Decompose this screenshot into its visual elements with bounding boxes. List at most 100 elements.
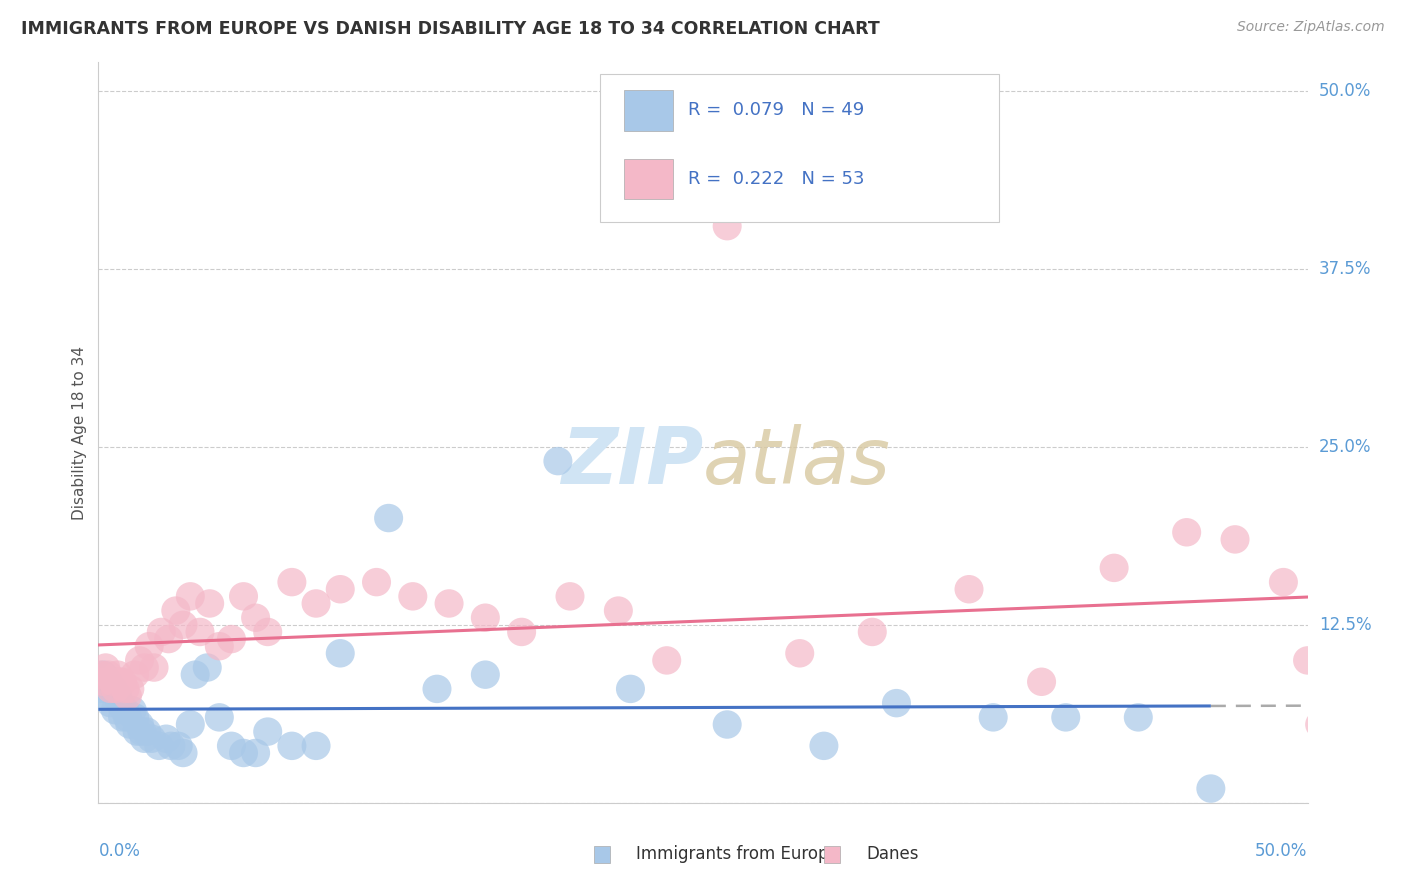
Ellipse shape (240, 739, 270, 767)
Ellipse shape (145, 731, 173, 760)
Ellipse shape (155, 624, 183, 653)
Ellipse shape (129, 653, 159, 681)
Ellipse shape (108, 667, 138, 696)
Ellipse shape (1294, 646, 1322, 674)
Text: 0.0%: 0.0% (98, 842, 141, 860)
Ellipse shape (1173, 518, 1201, 547)
Ellipse shape (103, 660, 132, 689)
Ellipse shape (105, 689, 135, 717)
Ellipse shape (176, 582, 205, 611)
Ellipse shape (955, 575, 984, 604)
Ellipse shape (112, 681, 142, 710)
Ellipse shape (111, 674, 139, 703)
Ellipse shape (1052, 703, 1080, 731)
Ellipse shape (125, 710, 155, 739)
Ellipse shape (163, 731, 193, 760)
Ellipse shape (1099, 554, 1129, 582)
Ellipse shape (138, 724, 166, 753)
FancyBboxPatch shape (624, 90, 672, 130)
Ellipse shape (94, 660, 122, 689)
Ellipse shape (361, 568, 391, 597)
Ellipse shape (120, 703, 149, 731)
Ellipse shape (858, 617, 887, 646)
Text: Source: ZipAtlas.com: Source: ZipAtlas.com (1237, 20, 1385, 34)
Text: 12.5%: 12.5% (1319, 615, 1371, 634)
Ellipse shape (603, 597, 633, 624)
Text: IMMIGRANTS FROM EUROPE VS DANISH DISABILITY AGE 18 TO 34 CORRELATION CHART: IMMIGRANTS FROM EUROPE VS DANISH DISABIL… (21, 20, 880, 37)
Ellipse shape (374, 504, 404, 533)
Ellipse shape (326, 639, 354, 667)
Ellipse shape (326, 575, 354, 604)
Ellipse shape (115, 674, 145, 703)
Ellipse shape (135, 632, 163, 660)
Ellipse shape (301, 590, 330, 618)
Ellipse shape (169, 611, 198, 639)
Ellipse shape (713, 212, 742, 241)
Text: atlas: atlas (703, 425, 891, 500)
Ellipse shape (108, 703, 138, 731)
FancyBboxPatch shape (824, 847, 839, 863)
Ellipse shape (277, 568, 307, 597)
Text: 37.5%: 37.5% (1319, 260, 1371, 278)
Ellipse shape (94, 667, 122, 696)
Ellipse shape (115, 710, 145, 739)
Ellipse shape (785, 639, 814, 667)
Ellipse shape (111, 696, 139, 724)
FancyBboxPatch shape (600, 73, 1000, 221)
Ellipse shape (1317, 746, 1347, 774)
Ellipse shape (162, 597, 190, 624)
Ellipse shape (128, 717, 156, 746)
Ellipse shape (253, 717, 283, 746)
Ellipse shape (101, 696, 129, 724)
Ellipse shape (105, 667, 135, 696)
Ellipse shape (1305, 710, 1334, 739)
Ellipse shape (1123, 703, 1153, 731)
Ellipse shape (398, 582, 427, 611)
Ellipse shape (156, 731, 186, 760)
Ellipse shape (555, 582, 585, 611)
Ellipse shape (89, 667, 118, 696)
FancyBboxPatch shape (595, 847, 610, 863)
Ellipse shape (229, 739, 259, 767)
Ellipse shape (508, 617, 536, 646)
Ellipse shape (713, 710, 742, 739)
Ellipse shape (471, 660, 501, 689)
Ellipse shape (96, 689, 125, 717)
Ellipse shape (91, 681, 120, 710)
Ellipse shape (217, 731, 246, 760)
Text: R =  0.222   N = 53: R = 0.222 N = 53 (689, 169, 865, 187)
Ellipse shape (91, 653, 120, 681)
Ellipse shape (301, 731, 330, 760)
Ellipse shape (118, 696, 146, 724)
Ellipse shape (229, 582, 259, 611)
Ellipse shape (120, 660, 149, 689)
Ellipse shape (1026, 667, 1056, 696)
FancyBboxPatch shape (624, 159, 672, 200)
Ellipse shape (125, 646, 155, 674)
Ellipse shape (979, 703, 1008, 731)
Ellipse shape (152, 724, 180, 753)
Ellipse shape (434, 590, 464, 618)
Ellipse shape (652, 646, 682, 674)
Ellipse shape (112, 703, 142, 731)
Ellipse shape (277, 731, 307, 760)
Ellipse shape (882, 689, 911, 717)
Text: Danes: Danes (866, 845, 918, 863)
Ellipse shape (240, 604, 270, 632)
Ellipse shape (103, 681, 132, 710)
Text: 50.0%: 50.0% (1319, 82, 1371, 100)
Ellipse shape (176, 710, 205, 739)
Ellipse shape (1220, 525, 1250, 554)
Ellipse shape (205, 703, 233, 731)
Text: R =  0.079   N = 49: R = 0.079 N = 49 (689, 101, 865, 119)
Ellipse shape (101, 674, 129, 703)
Text: Immigrants from Europe: Immigrants from Europe (637, 845, 839, 863)
Ellipse shape (471, 604, 501, 632)
Ellipse shape (139, 653, 169, 681)
Ellipse shape (253, 617, 283, 646)
Ellipse shape (616, 674, 645, 703)
Ellipse shape (96, 674, 125, 703)
Ellipse shape (217, 624, 246, 653)
Ellipse shape (195, 590, 224, 618)
Ellipse shape (205, 632, 233, 660)
